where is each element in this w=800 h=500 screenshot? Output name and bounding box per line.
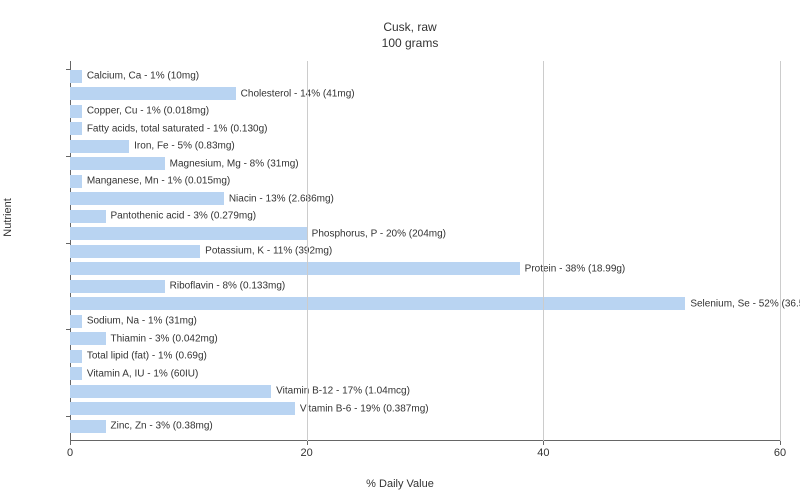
bar-label: Phosphorus, P - 20% (204mg)	[312, 228, 446, 239]
gridline	[307, 61, 308, 441]
bar	[70, 280, 165, 293]
bar	[70, 315, 82, 328]
bar-label: Copper, Cu - 1% (0.018mg)	[87, 106, 209, 117]
bar-label: Manganese, Mn - 1% (0.015mg)	[87, 176, 230, 187]
x-tick	[70, 441, 71, 445]
bar	[70, 367, 82, 380]
y-tick	[66, 329, 70, 330]
bar-label: Vitamin B-12 - 17% (1.04mcg)	[276, 386, 410, 397]
plot-area: Calcium, Ca - 1% (10mg) Cholesterol - 14%…	[70, 61, 780, 441]
bar-row: Zinc, Zn - 3% (0.38mg)	[70, 419, 780, 433]
bar	[70, 420, 106, 433]
bar-row: Phosphorus, P - 20% (204mg)	[70, 227, 780, 241]
x-tick-label: 20	[301, 447, 313, 459]
title-line-1: Cusk, raw	[383, 20, 436, 34]
bar-label: Riboflavin - 8% (0.133mg)	[170, 281, 286, 292]
x-tick-label: 40	[537, 447, 549, 459]
bar	[70, 192, 224, 205]
bar	[70, 385, 271, 398]
bar-row: Magnesium, Mg - 8% (31mg)	[70, 157, 780, 171]
bar-label: Fatty acids, total saturated - 1% (0.130…	[87, 123, 268, 134]
bar-label: Sodium, Na - 1% (31mg)	[87, 316, 197, 327]
bar-label: Thiamin - 3% (0.042mg)	[111, 333, 218, 344]
bar-label: Magnesium, Mg - 8% (31mg)	[170, 158, 299, 169]
gridline	[780, 61, 781, 441]
bar	[70, 227, 307, 240]
bar-row: Cholesterol - 14% (41mg)	[70, 87, 780, 101]
bar-row: Protein - 38% (18.99g)	[70, 262, 780, 276]
bar-row: Pantothenic acid - 3% (0.279mg)	[70, 209, 780, 223]
bar	[70, 122, 82, 135]
bar	[70, 245, 200, 258]
bar-label: Selenium, Se - 52% (36.5mcg)	[690, 298, 800, 309]
bar	[70, 332, 106, 345]
x-axis-line	[70, 440, 780, 441]
y-tick	[66, 69, 70, 70]
bar-label: Protein - 38% (18.99g)	[525, 263, 626, 274]
bar-row: Sodium, Na - 1% (31mg)	[70, 314, 780, 328]
y-tick	[66, 243, 70, 244]
bar-label: Total lipid (fat) - 1% (0.69g)	[87, 351, 207, 362]
bar-row: Vitamin B-12 - 17% (1.04mcg)	[70, 384, 780, 398]
bar-row: Potassium, K - 11% (392mg)	[70, 244, 780, 258]
bar-row: Riboflavin - 8% (0.133mg)	[70, 279, 780, 293]
bars-container: Calcium, Ca - 1% (10mg) Cholesterol - 14%…	[70, 69, 780, 433]
bar	[70, 105, 82, 118]
bar	[70, 350, 82, 363]
title-line-2: 100 grams	[382, 36, 439, 50]
bar-row: Fatty acids, total saturated - 1% (0.130…	[70, 122, 780, 136]
bar-label: Zinc, Zn - 3% (0.38mg)	[111, 421, 213, 432]
bar-row: Selenium, Se - 52% (36.5mcg)	[70, 297, 780, 311]
x-axis-label: % Daily Value	[366, 478, 434, 490]
x-tick-label: 0	[67, 447, 73, 459]
bar-label: Potassium, K - 11% (392mg)	[205, 246, 332, 257]
y-tick	[66, 156, 70, 157]
bar-row: Manganese, Mn - 1% (0.015mg)	[70, 174, 780, 188]
bar-row: Vitamin A, IU - 1% (60IU)	[70, 367, 780, 381]
bar-row: Total lipid (fat) - 1% (0.69g)	[70, 349, 780, 363]
x-tick	[543, 441, 544, 445]
bar	[70, 262, 520, 275]
bar-row: Copper, Cu - 1% (0.018mg)	[70, 104, 780, 118]
bar	[70, 157, 165, 170]
bar-row: Niacin - 13% (2.686mg)	[70, 192, 780, 206]
bar-label: Niacin - 13% (2.686mg)	[229, 193, 334, 204]
y-axis-label: Nutrient	[2, 198, 14, 237]
chart-title: Cusk, raw 100 grams	[50, 20, 770, 51]
bar-label: Cholesterol - 14% (41mg)	[241, 88, 355, 99]
bar-label: Iron, Fe - 5% (0.83mg)	[134, 141, 235, 152]
bar-row: Vitamin B-6 - 19% (0.387mg)	[70, 402, 780, 416]
bar-row: Iron, Fe - 5% (0.83mg)	[70, 139, 780, 153]
bar	[70, 140, 129, 153]
bar	[70, 297, 685, 310]
bar	[70, 70, 82, 83]
bar	[70, 402, 295, 415]
y-tick	[66, 416, 70, 417]
bar-label: Pantothenic acid - 3% (0.279mg)	[111, 211, 257, 222]
x-tick	[307, 441, 308, 445]
bar-label: Vitamin B-6 - 19% (0.387mg)	[300, 403, 429, 414]
bar-row: Thiamin - 3% (0.042mg)	[70, 332, 780, 346]
nutrient-chart: Cusk, raw 100 grams Nutrient Calcium, Ca…	[0, 0, 800, 500]
x-tick	[780, 441, 781, 445]
bar	[70, 87, 236, 100]
bar	[70, 175, 82, 188]
x-tick-label: 60	[774, 447, 786, 459]
bar-label: Vitamin A, IU - 1% (60IU)	[87, 368, 199, 379]
bar-label: Calcium, Ca - 1% (10mg)	[87, 71, 199, 82]
gridline	[543, 61, 544, 441]
bar-row: Calcium, Ca - 1% (10mg)	[70, 69, 780, 83]
bar	[70, 210, 106, 223]
